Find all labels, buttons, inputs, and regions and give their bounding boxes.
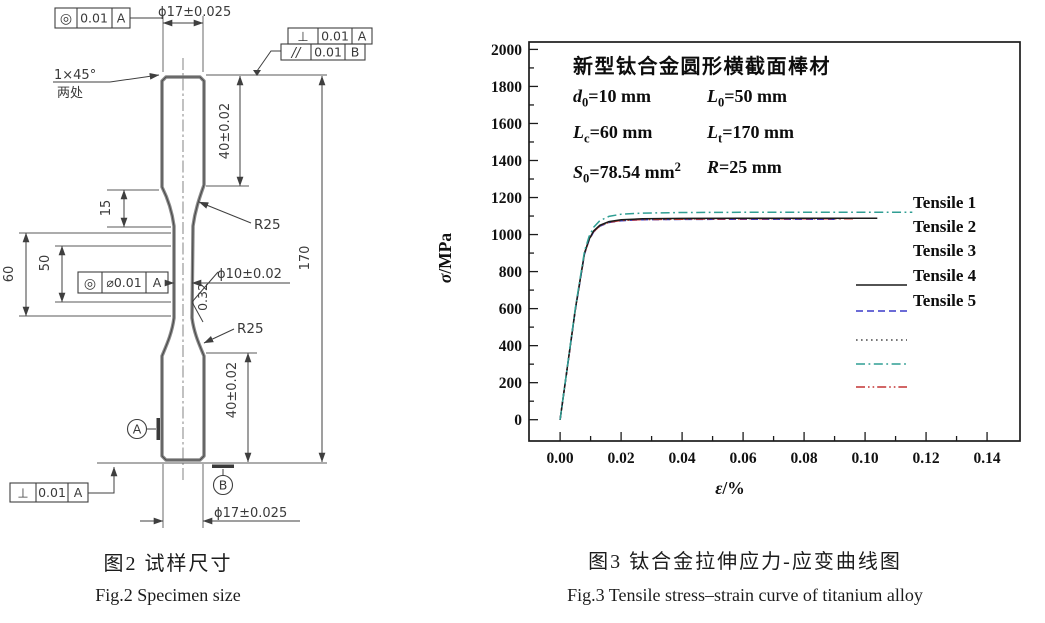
legend-label: Tensile 4 <box>913 266 977 285</box>
concentricity-icon: ◎ <box>60 11 72 27</box>
series-line-tensile-3 <box>559 217 844 420</box>
perpendicularity-icon: ⊥ <box>297 30 308 45</box>
fcf-par-datum: B <box>351 45 360 60</box>
y-tick-label: 1000 <box>491 227 522 244</box>
dim-phi17-bottom: ϕ17±0.025 <box>214 506 287 521</box>
x-tick-label: 0.06 <box>730 450 757 467</box>
legend-label: Tensile 2 <box>913 217 976 236</box>
concentricity-mid-icon: ◎ <box>84 276 96 292</box>
stress-strain-chart: 0 200 400 600 800 1000 1200 1400 1600 1800 2000 0.0… <box>435 41 1021 498</box>
specimen-outline <box>160 75 206 462</box>
r25-lower: R25 <box>237 321 264 337</box>
annotation-title: 新型钛合金圆形横截面棒材 <box>573 56 831 78</box>
y-tick-label: 1600 <box>491 116 522 133</box>
fcf-mid-datum: A <box>153 275 162 290</box>
x-tick-label: 0.00 <box>547 450 574 467</box>
annotation-row: S0=78.54 mm2 R=25 mm <box>573 157 782 186</box>
chamfer-note: 1×45° <box>54 68 96 83</box>
dim-170: 170 <box>298 246 313 271</box>
specimen-drawing: ϕ17±0.025 ◎ 0.01 A ⊥ 0.01 A // 0.01 B 1×… <box>2 5 373 528</box>
dim-60: 60 <box>2 266 17 283</box>
fcf-bottom-datum: A <box>74 485 83 500</box>
caption-fig2-zh: 图2 试样尺寸 <box>103 553 233 575</box>
leader-lines <box>53 17 281 494</box>
series-line-tensile-4 <box>559 211 913 420</box>
plot-border <box>528 41 1021 442</box>
annotation-row: d0=10 mm L0=50 mm <box>573 86 788 110</box>
y-tick-label: 0 <box>514 412 522 429</box>
x-tick-label: 0.14 <box>974 450 1001 467</box>
fcf-boxes <box>9 7 373 503</box>
dim-40-bottom: 40±0.02 <box>225 362 240 418</box>
y-tick-label: 200 <box>499 375 523 392</box>
caption-fig3-en: Fig.3 Tensile stress–strain curve of tit… <box>567 585 923 605</box>
roughness-value: 0.32 <box>195 283 210 311</box>
series-line-tensile-2 <box>559 218 835 420</box>
dim-15: 15 <box>99 200 114 217</box>
dim-phi17-top: ϕ17±0.025 <box>158 5 231 20</box>
y-tick-label: 1400 <box>491 153 522 170</box>
fcf-bottom-tolerance: 0.01 <box>38 485 66 500</box>
parallelism-icon: // <box>291 46 302 61</box>
leader-dot <box>253 70 261 76</box>
legend-label: Tensile 5 <box>913 291 976 310</box>
datum-b-label: B <box>219 478 228 493</box>
y-tick-label: 1200 <box>491 190 522 207</box>
datum-symbols <box>126 418 234 496</box>
dim-phi10: ϕ10±0.02 <box>217 267 282 282</box>
fcf-perp-tolerance: 0.01 <box>321 29 349 44</box>
datum-a-label: A <box>133 422 142 437</box>
chart-annotation: 新型钛合金圆形横截面棒材 d0=10 mm L0=50 mm Lc=60 mm Lt=1… <box>573 52 903 194</box>
x-tick-label: 0.12 <box>913 450 940 467</box>
dimension-lines <box>22 19 326 525</box>
fcf-par-tolerance: 0.01 <box>314 45 342 60</box>
y-tick-label: 2000 <box>491 42 522 59</box>
fcf-mid-tolerance: ⌀0.01 <box>106 275 141 290</box>
perpendicularity-bottom-icon: ⊥ <box>17 487 28 502</box>
x-tick-label: 0.08 <box>791 450 818 467</box>
dim-40-top: 40±0.02 <box>218 103 233 159</box>
annotation-row: Lc=60 mm Lt=170 mm <box>573 121 794 146</box>
legend-label: Tensile 3 <box>913 241 976 260</box>
series-line-tensile-1 <box>559 217 878 420</box>
series-line-tensile-5 <box>559 218 854 420</box>
fcf-top-datum: A <box>117 11 126 26</box>
y-tick-label: 1800 <box>491 79 522 96</box>
x-tick-label: 0.10 <box>852 450 879 467</box>
y-tick-label: 400 <box>499 338 523 355</box>
fcf-top-tolerance: 0.01 <box>80 11 108 26</box>
y-tick-label: 800 <box>499 264 523 281</box>
chamfer-places: 两处 <box>57 86 83 101</box>
legend-label: Tensile 1 <box>913 193 976 212</box>
x-axis-title: ε/% <box>715 478 745 498</box>
fcf-perp-datum: A <box>358 29 367 44</box>
r25-upper: R25 <box>254 217 281 233</box>
caption-fig3-zh: 图3 钛合金拉伸应力-应变曲线图 <box>588 551 902 573</box>
y-tick-label: 600 <box>499 301 523 318</box>
x-tick-label: 0.02 <box>608 450 635 467</box>
y-axis-title: σ/MPa <box>435 233 455 284</box>
caption-fig2-en: Fig.2 Specimen size <box>95 585 241 605</box>
x-tick-label: 0.04 <box>669 450 696 467</box>
dim-50: 50 <box>38 255 53 272</box>
